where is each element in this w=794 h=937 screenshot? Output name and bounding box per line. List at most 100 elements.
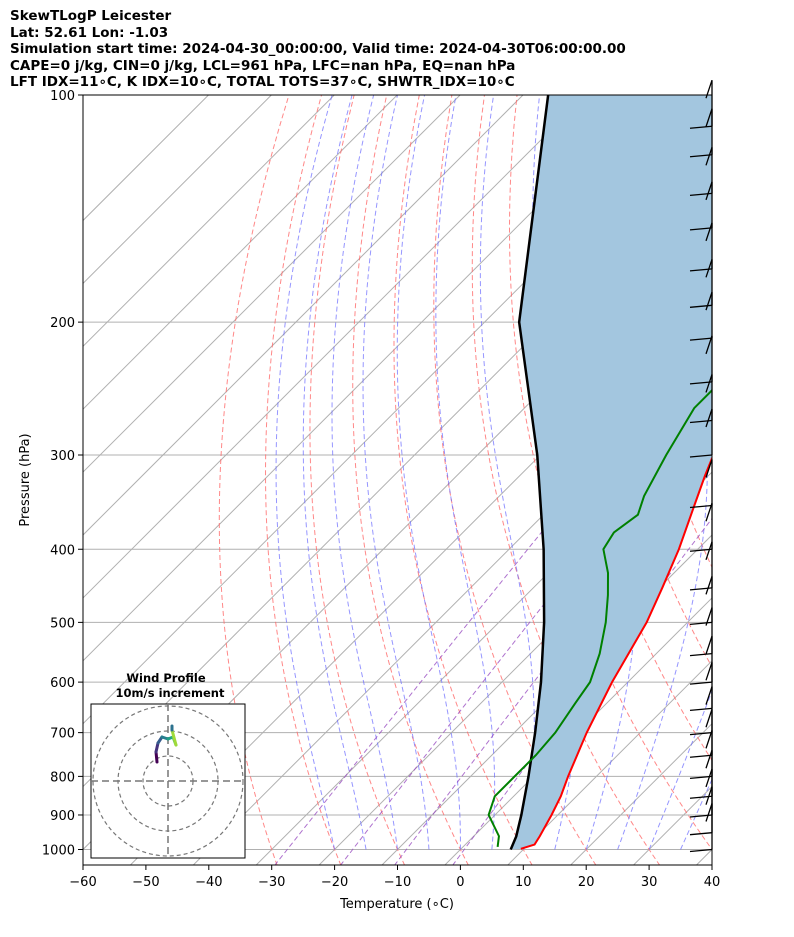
x-tick-label: −50 — [132, 875, 159, 890]
barb-flag — [705, 768, 713, 788]
isotherm — [381, 534, 712, 865]
x-tick-label: 10 — [515, 875, 532, 890]
barb-base — [689, 707, 713, 711]
moist-adiabat — [331, 95, 398, 850]
moist-adiabat — [302, 95, 367, 850]
barb-base — [689, 652, 713, 657]
y-tick-label: 400 — [50, 543, 75, 558]
dry-adiabat — [393, 95, 533, 865]
mixing-ratio-line — [452, 517, 712, 865]
x-tick-label: 30 — [641, 875, 658, 890]
y-axis-label: Pressure (hPa) — [18, 433, 33, 526]
barb-base — [689, 192, 713, 196]
x-tick-label: 20 — [578, 875, 595, 890]
moist-adiabat — [479, 95, 535, 850]
barb-base — [689, 681, 713, 685]
y-tick-label: 500 — [50, 616, 75, 631]
barb-flag — [705, 80, 713, 99]
barb-base — [689, 795, 713, 799]
y-tick-label: 1000 — [42, 844, 75, 859]
cape-cin-fill — [510, 95, 712, 850]
barb-flag — [705, 541, 713, 561]
y-tick-label: 300 — [50, 449, 75, 464]
cin-area — [510, 95, 712, 850]
y-tick-label: 700 — [50, 727, 75, 742]
barb-flag — [705, 786, 713, 805]
dry-adiabat — [508, 95, 712, 851]
barb-flag — [705, 662, 713, 681]
barb-base — [689, 381, 713, 385]
title-line-5: LFT IDX=11∘C, K IDX=10∘C, TOTAL TOTS=37∘… — [10, 74, 515, 90]
barb-base — [689, 154, 713, 158]
x-tick-label: −30 — [258, 875, 285, 890]
barb-flag — [705, 459, 713, 478]
barb-base — [689, 832, 713, 836]
isotherm — [129, 282, 712, 865]
chart-title: SkewTLogP Leicester Lat: 52.61 Lon: -1.0… — [10, 8, 626, 91]
isotherm — [83, 95, 336, 348]
axis-ticks: −60 −50 −40 −30 −20 −10 0 10 20 30 40 1000 900 800 700… — [42, 89, 720, 890]
dry-adiabat — [218, 95, 290, 865]
wind-barb — [689, 222, 713, 272]
dry-adiabat — [433, 95, 597, 865]
barb-flag — [705, 576, 713, 595]
x-tick-label: −60 — [69, 875, 96, 890]
barb-flag — [705, 108, 713, 127]
dry-adiabat — [309, 95, 406, 865]
y-tick-label: 900 — [50, 809, 75, 824]
dewpoint-profile — [487, 388, 712, 847]
x-axis-label: Temperature (∘C) — [339, 897, 454, 912]
title-line-1: SkewTLogP Leicester — [10, 8, 172, 24]
moist-adiabat — [711, 848, 712, 850]
x-tick-label: 0 — [456, 875, 464, 890]
barb-flag — [705, 730, 713, 749]
y-tick-label: 200 — [50, 316, 75, 331]
barb-base — [689, 227, 713, 231]
barb-base — [689, 454, 713, 458]
barb-base — [689, 754, 713, 758]
wind-barbs — [689, 80, 713, 853]
barb-flag — [705, 686, 713, 705]
moist-adiabat — [275, 95, 336, 850]
isotherm — [83, 95, 273, 285]
wind-barb — [689, 662, 713, 711]
y-tick-label: 800 — [50, 770, 75, 785]
barb-base — [689, 814, 713, 818]
moist-adiabat — [680, 778, 712, 850]
profiles — [487, 95, 712, 850]
barb-base — [689, 125, 713, 129]
hodograph-title: Wind Profile — [126, 671, 206, 685]
barb-base — [689, 504, 713, 509]
y-tick-label: 600 — [50, 676, 75, 691]
title-line-3: Simulation start time: 2024-04-30_00:00:… — [10, 41, 626, 57]
barb-flag — [705, 374, 713, 393]
wind-barb — [689, 335, 713, 385]
isotherm — [83, 95, 398, 410]
hodograph-trace — [154, 750, 159, 764]
hodograph-subtitle: 10m/s increment — [116, 686, 225, 700]
dry-adiabat — [778, 95, 794, 865]
barb-base — [689, 548, 713, 552]
x-tick-label: −40 — [195, 875, 222, 890]
barb-base — [689, 587, 713, 591]
barb-base — [689, 268, 713, 272]
x-tick-label: −20 — [321, 875, 348, 890]
barb-flag — [705, 181, 713, 201]
hodograph-trace — [154, 741, 160, 754]
barb-flag — [705, 750, 713, 769]
title-line-2: Lat: 52.61 Lon: -1.03 — [10, 24, 169, 41]
y-tick-label: 100 — [50, 89, 75, 104]
wind-barb — [689, 80, 713, 129]
barb-base — [689, 337, 713, 341]
barb-flag — [705, 259, 713, 278]
barb-flag — [705, 222, 713, 242]
barb-flag — [705, 335, 713, 355]
barb-base — [689, 848, 713, 853]
moist-adiabat — [435, 95, 496, 850]
barb-flag — [705, 408, 713, 428]
parcel-profile — [509, 95, 550, 850]
barb-flag — [705, 503, 713, 522]
dry-adiabat — [745, 95, 794, 865]
isotherm — [569, 722, 712, 865]
